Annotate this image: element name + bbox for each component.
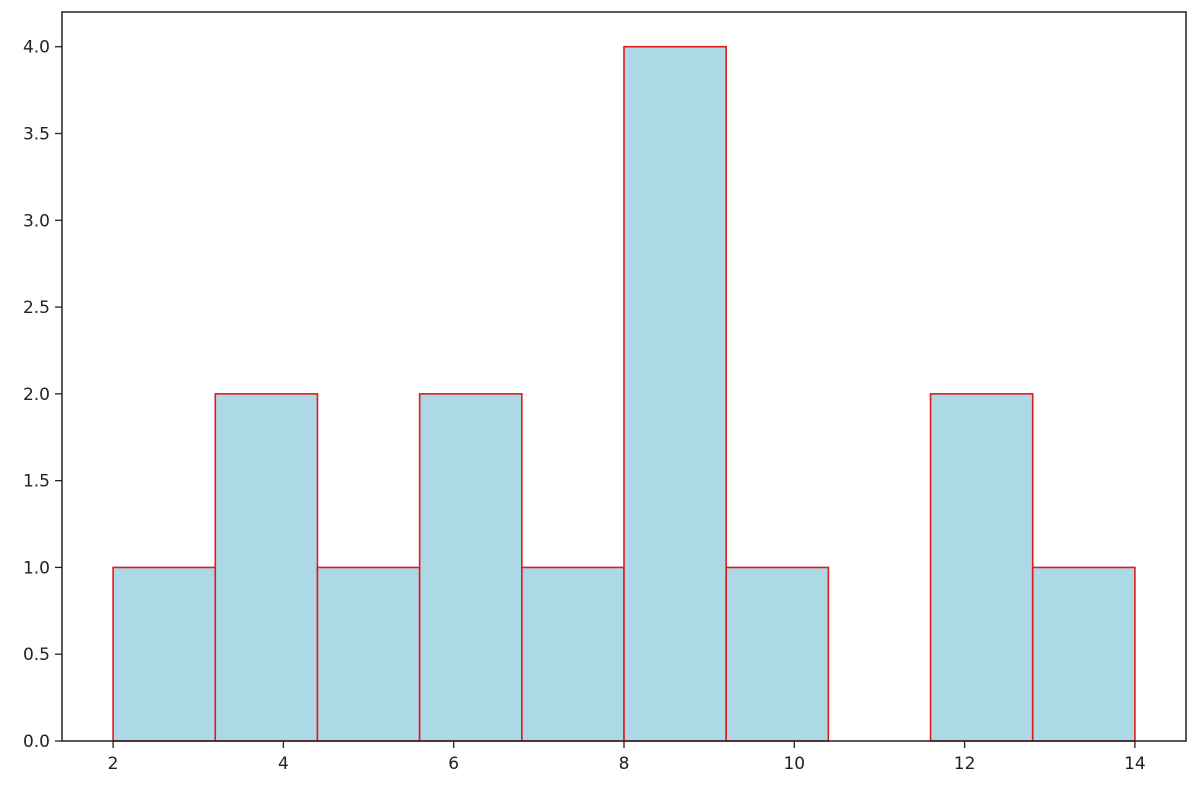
y-tick-label-5: 2.5 — [23, 298, 50, 318]
histogram-bar-3 — [418, 393, 523, 742]
x-tick-label-5: 12 — [954, 754, 976, 774]
x-axis-ticks: 2 4 6 8 10 12 14 — [108, 741, 1146, 774]
histogram-bar-5 — [623, 45, 727, 742]
histogram-bar-4 — [521, 566, 625, 742]
x-tick-label-1: 4 — [278, 754, 289, 774]
y-tick-label-7: 3.5 — [23, 125, 50, 145]
histogram-bar-0 — [112, 566, 217, 742]
x-tick-label-4: 10 — [783, 754, 805, 774]
y-tick-label-6: 3.0 — [23, 211, 50, 231]
x-tick-label-6: 14 — [1124, 754, 1146, 774]
y-tick-label-2: 1.0 — [23, 558, 50, 578]
x-tick-label-3: 8 — [619, 754, 630, 774]
bars-group — [112, 45, 1136, 742]
x-tick-label-0: 2 — [108, 754, 119, 774]
y-axis-ticks: 0.0 0.5 1.0 1.5 2.0 2.5 3.0 3.5 4.0 — [23, 38, 62, 752]
histogram-bar-1 — [214, 393, 319, 742]
histogram-bar-2 — [316, 566, 421, 742]
histogram-bar-9 — [1031, 566, 1136, 742]
histogram-bar-8 — [929, 393, 1034, 742]
y-tick-label-3: 1.5 — [23, 472, 50, 492]
x-tick-label-2: 6 — [448, 754, 459, 774]
y-tick-label-0: 0.0 — [23, 732, 50, 752]
y-tick-label-8: 4.0 — [23, 38, 50, 58]
y-tick-label-4: 2.0 — [23, 385, 50, 405]
y-tick-label-1: 0.5 — [23, 645, 50, 665]
histogram-bar-6 — [725, 566, 830, 742]
